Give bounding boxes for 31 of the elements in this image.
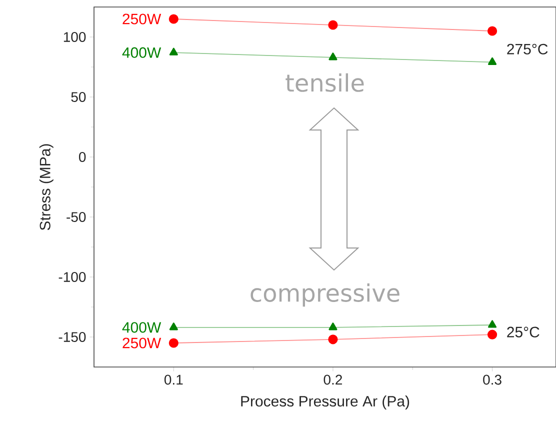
- y-tick-label: 0: [78, 152, 86, 162]
- series-label: 400W: [122, 47, 162, 58]
- series-label: 250W: [122, 14, 162, 24]
- point: [328, 52, 338, 60]
- point: [328, 20, 338, 30]
- y-axis-title: Stress (MPa): [39, 144, 54, 230]
- x-tick-label: 0.2: [324, 374, 342, 385]
- point: [487, 330, 498, 340]
- y-tick-label: -100: [58, 272, 86, 282]
- point: [328, 334, 338, 344]
- x-axis-title: Process Pressure Ar (Pa): [241, 396, 410, 410]
- y-tick-label: 50: [71, 92, 86, 102]
- series-label: 250W: [122, 338, 162, 348]
- point: [328, 322, 338, 330]
- annotation: 275°C: [507, 44, 548, 54]
- annotation: 25°C: [507, 326, 540, 338]
- point: [487, 26, 498, 36]
- point: [168, 14, 178, 24]
- y-tick-label: -50: [66, 212, 86, 222]
- point: [488, 57, 497, 65]
- point: [169, 48, 178, 56]
- point: [168, 338, 178, 348]
- x-tick-label: 0.1: [164, 374, 183, 385]
- series-label: 400W: [122, 322, 162, 333]
- point: [488, 320, 497, 328]
- point: [169, 322, 178, 330]
- annotation: tensile: [286, 73, 364, 92]
- x-tick-label: 0.3: [483, 374, 502, 385]
- annotation: compressive: [250, 283, 400, 307]
- y-tick-label: 100: [64, 32, 86, 42]
- y-tick-label: -150: [58, 332, 86, 342]
